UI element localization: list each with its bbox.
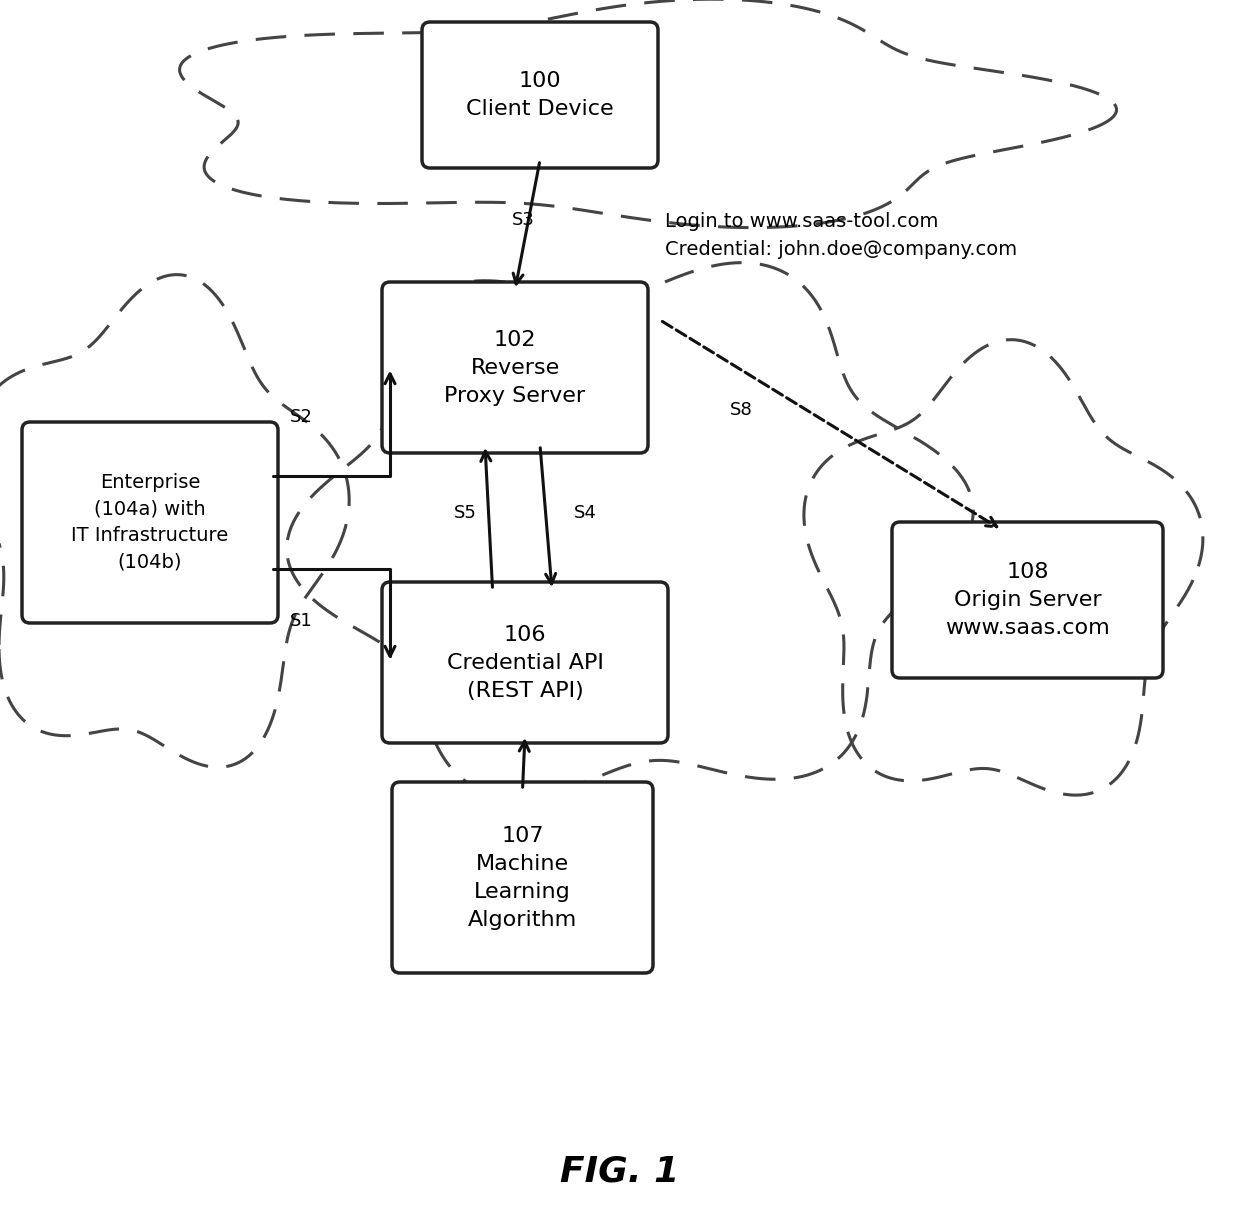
Text: FIG. 1: FIG. 1 bbox=[560, 1156, 680, 1189]
Text: S4: S4 bbox=[574, 504, 596, 521]
Text: 106
Credential API
(REST API): 106 Credential API (REST API) bbox=[446, 625, 604, 701]
Text: Login to www.saas-tool.com
Credential: john.doe@company.com: Login to www.saas-tool.com Credential: j… bbox=[665, 212, 1017, 259]
FancyBboxPatch shape bbox=[392, 782, 653, 973]
Text: S2: S2 bbox=[290, 408, 312, 426]
FancyBboxPatch shape bbox=[382, 282, 649, 453]
Text: S8: S8 bbox=[730, 400, 753, 419]
FancyBboxPatch shape bbox=[382, 582, 668, 743]
Text: S5: S5 bbox=[454, 504, 476, 521]
Text: 107
Machine
Learning
Algorithm: 107 Machine Learning Algorithm bbox=[467, 825, 577, 929]
Text: 102
Reverse
Proxy Server: 102 Reverse Proxy Server bbox=[444, 329, 585, 405]
Text: Enterprise
(104a) with
IT Infrastructure
(104b): Enterprise (104a) with IT Infrastructure… bbox=[72, 473, 228, 572]
Text: 100
Client Device: 100 Client Device bbox=[466, 71, 614, 120]
FancyBboxPatch shape bbox=[422, 22, 658, 168]
FancyBboxPatch shape bbox=[22, 423, 278, 623]
Text: S1: S1 bbox=[290, 611, 312, 630]
Text: S3: S3 bbox=[512, 211, 534, 229]
FancyBboxPatch shape bbox=[892, 522, 1163, 678]
Text: 108
Origin Server
www.saas.com: 108 Origin Server www.saas.com bbox=[945, 562, 1110, 638]
